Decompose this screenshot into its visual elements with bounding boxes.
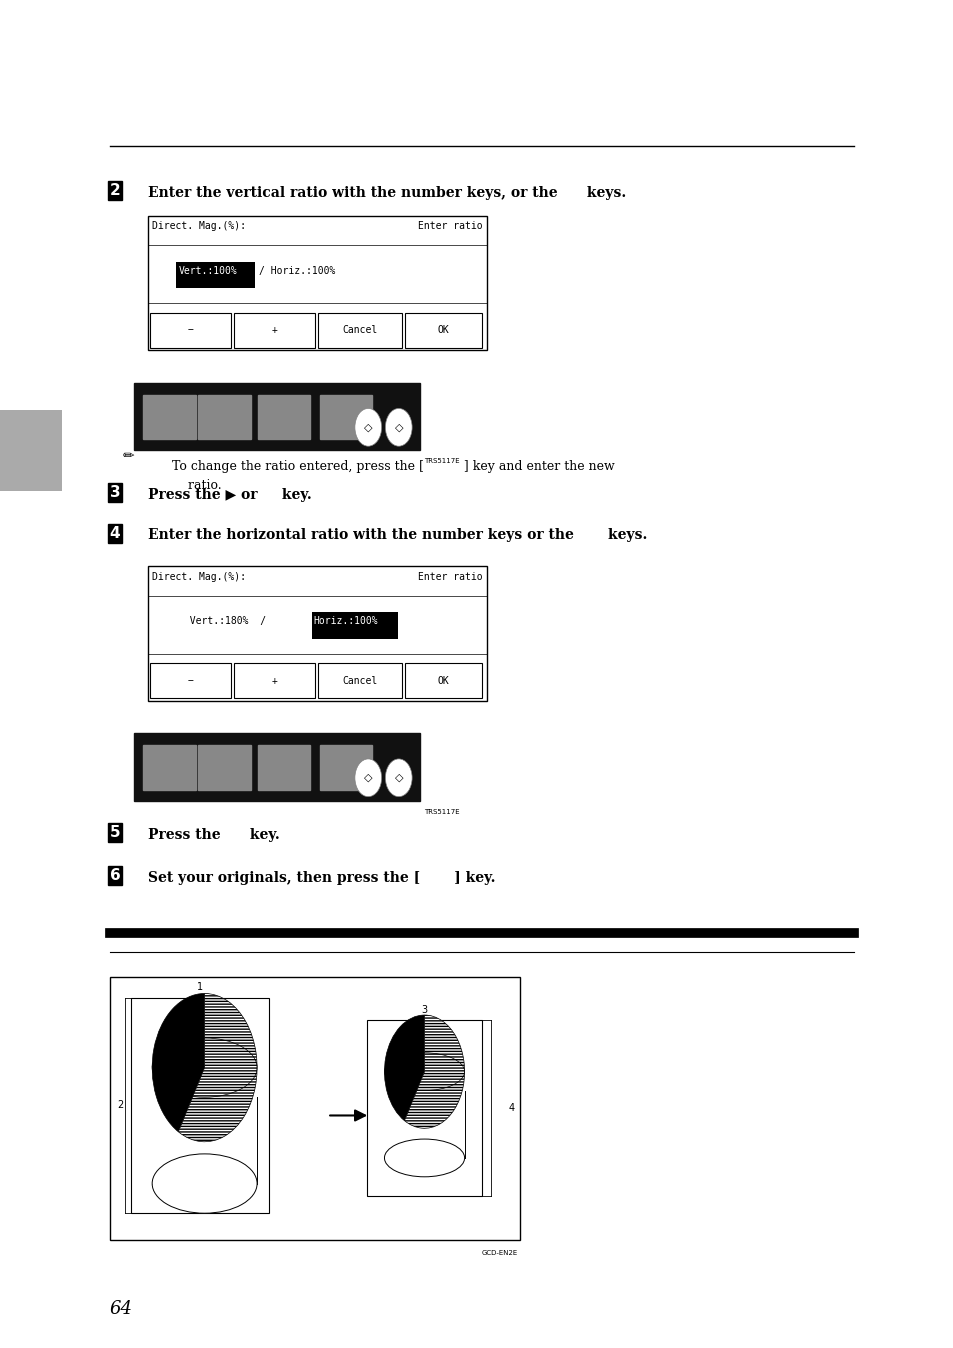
Bar (198, 395, 251, 439)
Bar (143, 745, 195, 790)
Text: 5: 5 (110, 825, 120, 840)
Text: Horiz.:100%: Horiz.:100% (314, 616, 378, 625)
Bar (133, 383, 419, 450)
Text: 2: 2 (117, 1100, 124, 1111)
Text: Cancel: Cancel (342, 325, 376, 336)
Wedge shape (152, 993, 205, 1132)
Bar (110, 977, 519, 1240)
Bar (150, 663, 231, 698)
Text: 3: 3 (110, 485, 120, 500)
Text: Vert.:180%  /: Vert.:180% / (178, 616, 273, 625)
Text: Enter ratio: Enter ratio (417, 221, 482, 231)
Bar (319, 395, 372, 439)
Text: 4: 4 (110, 526, 120, 541)
Bar (198, 745, 251, 790)
Bar (405, 313, 481, 348)
Bar (317, 313, 401, 348)
Text: +: + (271, 325, 277, 336)
Bar (150, 313, 231, 348)
Text: To change the ratio entered, press the [          ] key and enter the new
    ra: To change the ratio entered, press the [… (172, 460, 614, 492)
Bar (405, 663, 481, 698)
Bar (233, 663, 314, 698)
Text: TRS5117E: TRS5117E (423, 809, 458, 814)
Text: ◇: ◇ (364, 422, 372, 433)
Text: Press the      key.: Press the key. (148, 828, 279, 841)
Ellipse shape (384, 1139, 464, 1177)
Circle shape (385, 759, 412, 797)
Text: ◇: ◇ (395, 422, 402, 433)
Text: Vert.:100%: Vert.:100% (178, 266, 237, 275)
Bar (367, 1020, 481, 1196)
Circle shape (355, 759, 381, 797)
Text: TRS5117E: TRS5117E (423, 458, 458, 464)
Bar (312, 612, 397, 639)
Text: Press the ▶ or     key.: Press the ▶ or key. (148, 488, 312, 501)
Bar (148, 566, 486, 701)
Text: Enter the vertical ratio with the number keys, or the      keys.: Enter the vertical ratio with the number… (148, 186, 625, 200)
Text: ◇: ◇ (364, 772, 372, 783)
Bar (317, 663, 401, 698)
Text: 1: 1 (196, 983, 203, 992)
Text: OK: OK (437, 675, 449, 686)
Text: Direct. Mag.(%):: Direct. Mag.(%): (152, 221, 246, 231)
Text: 64: 64 (110, 1301, 132, 1318)
Bar (0, 410, 62, 491)
Text: 4: 4 (509, 1103, 515, 1113)
Text: OK: OK (437, 325, 449, 336)
Bar (257, 395, 310, 439)
Bar (205, 1097, 257, 1184)
Text: GCD-EN2E: GCD-EN2E (481, 1250, 517, 1255)
Text: −: − (187, 675, 193, 686)
Text: +: + (271, 675, 277, 686)
Bar (148, 216, 486, 350)
Bar (152, 1097, 204, 1184)
Bar (424, 1091, 464, 1158)
Bar (233, 313, 314, 348)
Text: Enter the horizontal ratio with the number keys or the       keys.: Enter the horizontal ratio with the numb… (148, 528, 646, 542)
Bar (384, 1091, 424, 1158)
Circle shape (355, 408, 381, 446)
Text: Cancel: Cancel (342, 675, 376, 686)
Wedge shape (384, 1015, 424, 1120)
Text: ✏: ✏ (123, 449, 134, 462)
Text: −: − (187, 325, 193, 336)
Wedge shape (178, 993, 256, 1142)
Bar (131, 998, 269, 1213)
Text: ◇: ◇ (395, 772, 402, 783)
Text: 3: 3 (421, 1006, 427, 1015)
Bar (133, 733, 419, 801)
Text: / Horiz.:100%: / Horiz.:100% (258, 266, 335, 275)
Text: Direct. Mag.(%):: Direct. Mag.(%): (152, 572, 246, 581)
Bar (143, 395, 195, 439)
Text: Set your originals, then press the [       ] key.: Set your originals, then press the [ ] k… (148, 871, 495, 884)
Text: Enter ratio: Enter ratio (417, 572, 482, 581)
Bar (319, 745, 372, 790)
Wedge shape (404, 1015, 464, 1128)
Ellipse shape (152, 1154, 257, 1213)
Bar (176, 262, 254, 288)
Circle shape (385, 408, 412, 446)
Text: 6: 6 (110, 868, 120, 883)
Text: 2: 2 (110, 183, 120, 198)
Bar (257, 745, 310, 790)
